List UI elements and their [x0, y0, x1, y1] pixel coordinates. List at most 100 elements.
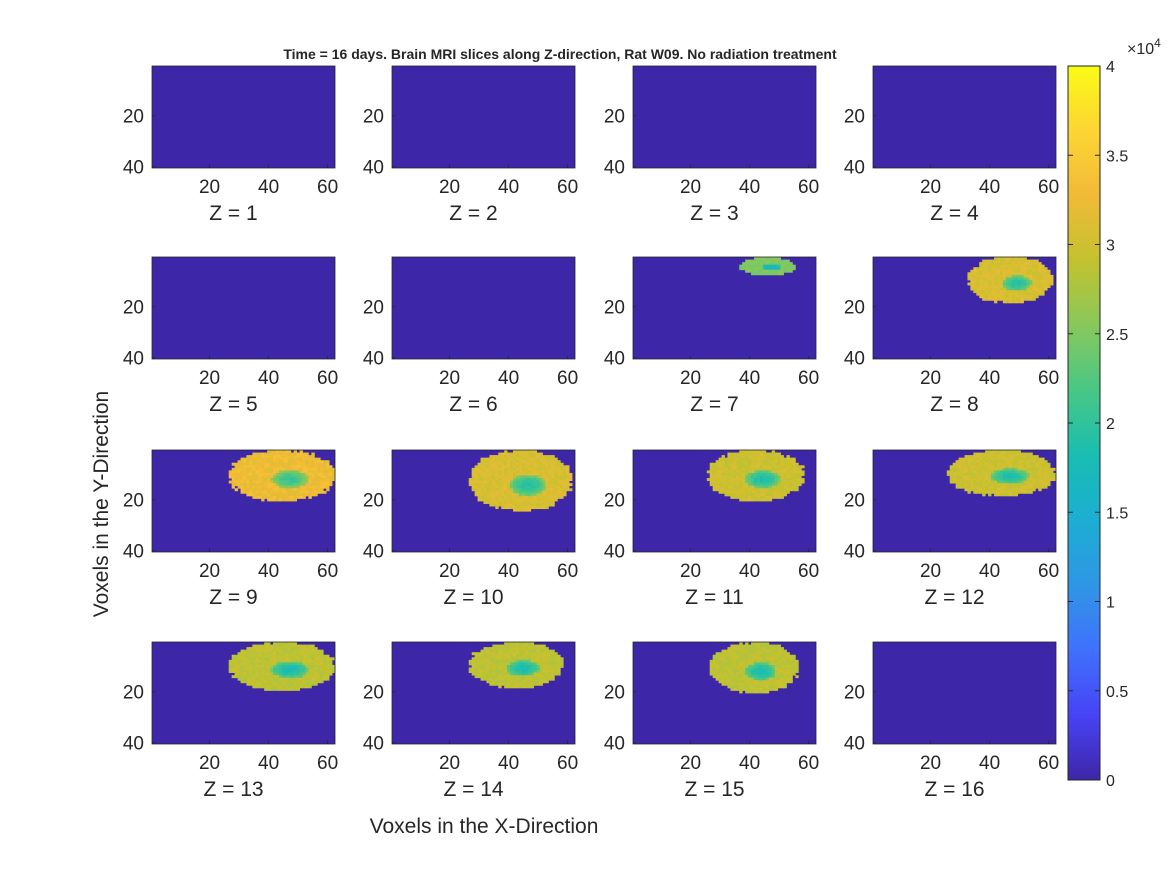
- voxel-cell: [521, 450, 526, 453]
- voxel-cell: [994, 292, 998, 296]
- voxel-cell: [287, 667, 292, 671]
- voxel-cell: [970, 462, 974, 466]
- voxel-cell: [789, 267, 793, 271]
- voxel-cell: [320, 657, 324, 661]
- voxel-cell: [715, 478, 719, 481]
- voxel-cell: [1038, 485, 1042, 489]
- voxel-cell: [237, 462, 241, 466]
- voxel-cell: [521, 672, 526, 676]
- voxel-cell: [521, 452, 526, 456]
- voxel-cell: [1026, 472, 1030, 476]
- voxel-cell: [273, 664, 277, 668]
- voxel-cell: [527, 649, 532, 653]
- voxel-cell: [1032, 488, 1036, 492]
- voxel-cell: [278, 664, 283, 668]
- voxel-cell: [1032, 259, 1036, 263]
- voxel-cell: [792, 480, 796, 484]
- voxel-cell: [745, 664, 749, 668]
- voxel-cell: [774, 652, 779, 656]
- voxel-cell: [979, 274, 983, 278]
- voxel-cell: [246, 652, 250, 656]
- voxel-cell: [759, 272, 764, 276]
- voxel-cell: [551, 649, 555, 653]
- voxel-cell: [234, 462, 238, 466]
- voxel-cell: [724, 493, 728, 497]
- voxel-cell: [323, 462, 327, 466]
- voxel-cell: [474, 664, 478, 668]
- voxel-cell: [533, 670, 538, 673]
- voxel-cell: [510, 472, 514, 476]
- slice-axes-box: [632, 449, 817, 553]
- voxel-cell: [1014, 292, 1019, 296]
- voxel-cell: [273, 657, 277, 661]
- voxel-cell: [949, 475, 954, 479]
- voxel-cell: [498, 682, 502, 686]
- voxel-cell: [1017, 274, 1021, 278]
- voxel-cell: [756, 264, 761, 268]
- voxel-cell: [774, 272, 779, 276]
- voxel-cell: [515, 654, 520, 658]
- voxel-cell: [278, 685, 283, 689]
- voxel-cell: [240, 480, 244, 484]
- voxel-cell: [542, 647, 546, 651]
- voxel-cell: [994, 452, 998, 456]
- voxel-cell: [792, 488, 796, 492]
- voxel-cell: [477, 495, 481, 499]
- voxel-cell: [751, 644, 755, 648]
- voxel-cell: [780, 652, 784, 656]
- voxel-cell: [240, 652, 244, 656]
- x-tick-label: 20: [199, 177, 220, 198]
- voxel-cell: [985, 480, 989, 484]
- voxel-cell: [480, 662, 484, 666]
- voxel-cell: [724, 667, 728, 671]
- voxel-cell: [721, 472, 725, 476]
- voxel-cell: [323, 480, 327, 484]
- voxel-cell: [495, 664, 499, 668]
- voxel-cell: [748, 269, 752, 273]
- y-tick-label: 40: [844, 542, 865, 563]
- voxel-cell: [1020, 290, 1024, 294]
- voxel-cell: [515, 680, 520, 684]
- voxel-cell: [308, 675, 312, 679]
- voxel-cell: [548, 455, 552, 459]
- voxel-cell: [751, 488, 755, 492]
- voxel-cell: [777, 262, 781, 266]
- voxel-cell: [480, 480, 484, 484]
- voxel-cell: [477, 652, 481, 656]
- voxel-cell: [745, 644, 749, 648]
- voxel-cell: [730, 644, 734, 648]
- voxel-cell: [780, 267, 784, 271]
- voxel-cell: [498, 667, 502, 671]
- voxel-cell: [492, 501, 496, 504]
- voxel-cell: [999, 470, 1004, 474]
- voxel-cell: [988, 272, 992, 276]
- voxel-cell: [780, 664, 784, 668]
- voxel-cell: [539, 485, 543, 489]
- voxel-cell: [501, 493, 505, 497]
- voxel-cell: [474, 667, 478, 671]
- voxel-cell: [521, 465, 526, 469]
- voxel-cell: [712, 472, 717, 476]
- voxel-cell: [501, 460, 505, 464]
- voxel-cell: [724, 670, 728, 673]
- voxel-cell: [489, 472, 493, 476]
- voxel-cell: [264, 654, 268, 658]
- colorbar-tick-label: 3: [1106, 238, 1115, 255]
- voxel-cell: [1038, 269, 1042, 273]
- voxel-cell: [332, 472, 336, 476]
- voxel-cell: [715, 472, 719, 476]
- voxel-cell: [1032, 457, 1036, 461]
- voxel-cell: [507, 485, 511, 489]
- voxel-cell: [273, 455, 277, 459]
- voxel-cell: [275, 493, 280, 497]
- voxel-cell: [712, 664, 717, 668]
- voxel-cell: [1029, 282, 1033, 286]
- voxel-cell: [521, 470, 526, 474]
- voxel-cell: [284, 460, 289, 464]
- voxel-cell: [483, 662, 487, 666]
- voxel-cell: [996, 277, 1001, 281]
- voxel-cell: [296, 687, 300, 691]
- voxel-cell: [742, 264, 746, 268]
- voxel-cell: [308, 470, 312, 474]
